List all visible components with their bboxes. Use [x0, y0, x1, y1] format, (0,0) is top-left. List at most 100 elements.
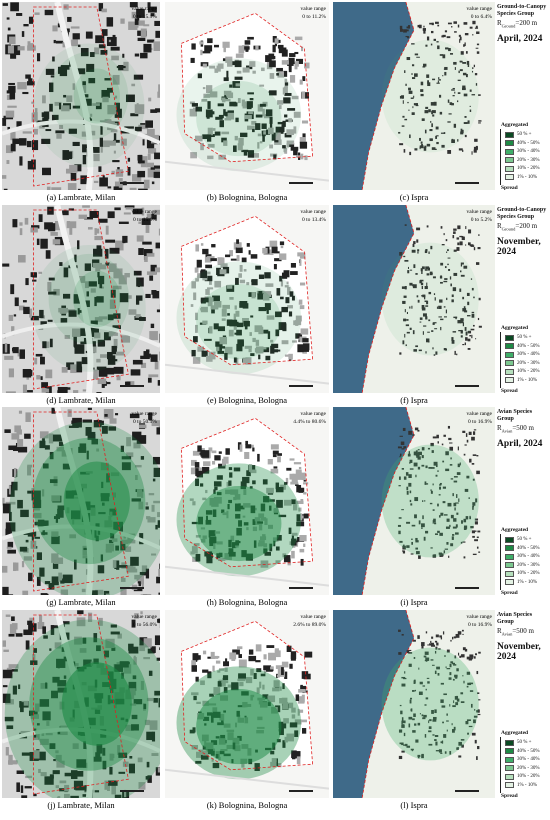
building: [114, 181, 122, 189]
building: [462, 675, 464, 677]
building: [275, 311, 282, 318]
building: [137, 757, 143, 763]
building: [430, 547, 433, 549]
building: [257, 142, 260, 149]
building: [427, 331, 430, 333]
building: [478, 120, 482, 122]
building: [430, 120, 432, 123]
building: [213, 541, 216, 550]
building: [8, 85, 16, 93]
building: [55, 40, 63, 44]
building: [429, 643, 433, 646]
building: [114, 207, 121, 211]
building: [412, 243, 415, 248]
building: [221, 137, 227, 143]
building: [430, 659, 434, 661]
building: [478, 122, 481, 124]
building: [290, 654, 296, 661]
building: [460, 128, 463, 132]
building: [120, 138, 127, 146]
building: [463, 453, 466, 456]
building: [140, 28, 147, 38]
building: [157, 520, 160, 528]
building: [299, 548, 305, 553]
building: [214, 68, 219, 73]
building: [466, 439, 469, 443]
building: [240, 486, 247, 490]
building: [139, 571, 148, 576]
building: [444, 71, 447, 76]
building: [42, 167, 51, 176]
building: [107, 785, 110, 791]
building: [44, 581, 51, 585]
legend-box: Aggregated 50 % +40% - 50% 30% - 40% 20% - …: [497, 122, 549, 192]
building: [244, 345, 252, 349]
building: [440, 682, 444, 685]
building: [129, 688, 136, 696]
building: [250, 505, 256, 514]
building: [417, 456, 421, 460]
building: [263, 543, 268, 548]
building: [432, 734, 435, 736]
building: [404, 259, 409, 262]
building: [76, 617, 86, 627]
building: [451, 25, 453, 28]
building: [471, 334, 473, 339]
legend: Avian Species Group RAvian=500 m April, 20…: [497, 409, 549, 597]
building: [27, 45, 36, 51]
building: [77, 68, 86, 75]
building: [419, 279, 424, 282]
building: [154, 635, 160, 646]
building: [51, 531, 59, 537]
building: [295, 469, 302, 475]
building: [407, 266, 409, 269]
building: [10, 131, 16, 141]
building: [407, 36, 410, 39]
building: [212, 509, 217, 517]
building: [453, 636, 457, 639]
building: [414, 53, 419, 56]
building: [288, 527, 292, 535]
legend: Ground-to-Canopy Species Group RGround=20…: [497, 207, 549, 395]
building: [442, 631, 445, 635]
building: [212, 655, 219, 659]
building: [421, 753, 424, 756]
building: [59, 780, 67, 784]
building: [401, 720, 406, 724]
building: [440, 637, 443, 640]
building: [23, 629, 33, 636]
building: [140, 594, 148, 595]
building: [49, 774, 54, 779]
building: [300, 513, 303, 521]
building: [200, 142, 204, 151]
building: [221, 458, 225, 467]
building: [425, 44, 428, 47]
building: [281, 697, 288, 706]
building: [200, 49, 203, 56]
building: [61, 105, 70, 112]
building: [249, 98, 254, 101]
building: [277, 39, 281, 43]
coast-boundary: [361, 2, 415, 190]
building: [271, 246, 278, 254]
legend-label: 10% - 20%: [517, 369, 540, 374]
building: [143, 704, 147, 710]
building: [442, 34, 446, 38]
building: [457, 225, 461, 230]
building: [112, 285, 122, 290]
building: [244, 46, 250, 50]
building: [476, 455, 479, 457]
building: [217, 350, 225, 354]
building: [440, 226, 443, 229]
building: [39, 738, 49, 746]
building: [460, 321, 464, 324]
building: [464, 648, 468, 652]
building: [152, 478, 156, 482]
building: [30, 227, 38, 233]
building: [90, 113, 93, 117]
building: [412, 639, 416, 642]
building: [440, 275, 443, 279]
building: [417, 466, 421, 470]
building: [397, 524, 401, 527]
